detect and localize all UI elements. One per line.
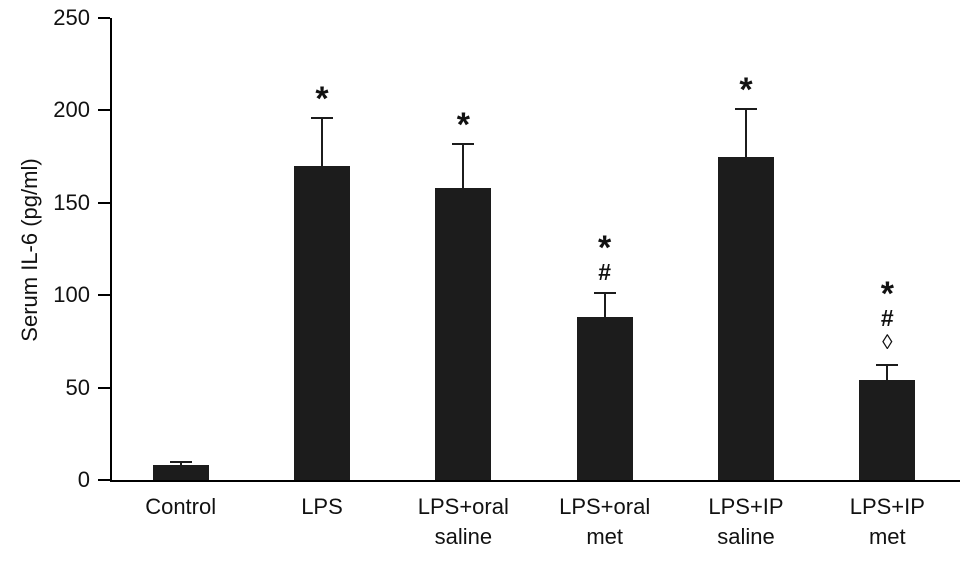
x-category-label-line: LPS [301, 494, 343, 519]
x-category-label-line: Control [145, 494, 217, 519]
plot-area [110, 18, 960, 482]
significance-marker: * # [565, 229, 645, 286]
x-category-label-line: saline [434, 524, 493, 549]
error-bar-line [603, 293, 606, 318]
bar [718, 156, 774, 480]
y-tick-mark [98, 294, 110, 297]
bar [435, 188, 492, 480]
error-bar-cap [452, 142, 475, 145]
significance-marker: * [282, 79, 362, 118]
error-bar-cap [169, 460, 192, 463]
error-bar-cap [876, 364, 899, 367]
x-category-label-line: LPS+IP [849, 494, 925, 519]
error-bar-cap [311, 116, 333, 119]
bar [152, 465, 209, 480]
y-tick-mark [98, 386, 110, 389]
bar [576, 317, 633, 480]
hash-marker: # [880, 305, 894, 332]
asterisk-marker: * [456, 105, 470, 144]
error-bar-cap [735, 107, 757, 110]
asterisk-marker: * [739, 70, 753, 109]
significance-marker: * [706, 70, 786, 109]
y-tick-mark [98, 109, 110, 112]
x-category-label-line: met [586, 524, 623, 549]
significance-marker: * # ◊ [847, 275, 927, 357]
x-category-label-line: LPS+oral [417, 494, 509, 519]
y-tick-label: 150 [53, 189, 90, 215]
x-category-label: Control [110, 492, 251, 522]
y-tick-label: 200 [53, 97, 90, 123]
error-bar-line [462, 143, 465, 188]
x-category-label-line: saline [717, 524, 775, 549]
y-tick-mark [98, 479, 110, 481]
hash-marker: # [598, 259, 612, 286]
error-bar-cap [593, 292, 616, 295]
asterisk-marker: * [315, 79, 329, 118]
y-tick-label: 50 [65, 374, 90, 400]
error-bar-line [745, 108, 747, 157]
y-tick-mark [98, 201, 110, 204]
x-category-label: LPS+oral met [534, 492, 675, 552]
asterisk-marker: * [880, 275, 894, 314]
x-category-label: LPS+IP met [817, 492, 958, 552]
x-category-label: LPS+oral saline [393, 492, 534, 552]
asterisk-marker: * [598, 229, 612, 268]
y-tick-mark [98, 17, 110, 19]
y-tick-label: 250 [53, 5, 90, 30]
bar [859, 380, 916, 480]
x-category-label-line: LPS+oral [559, 494, 651, 519]
y-axis-title: Serum IL-6 (pg/ml) [17, 158, 42, 342]
y-tick-label: 0 [77, 467, 90, 492]
x-category-label-line: LPS+IP [708, 494, 784, 519]
error-bar-line [321, 117, 323, 166]
diamond-marker: ◊ [882, 331, 893, 355]
y-tick-label: 100 [53, 282, 90, 308]
error-bar-line [179, 461, 182, 466]
significance-marker: * [423, 105, 503, 144]
x-category-label: LPS+IP saline [675, 492, 816, 552]
error-bar-line [886, 365, 889, 381]
bar [294, 165, 350, 480]
x-category-label: LPS [251, 492, 392, 522]
x-category-label-line: met [868, 524, 906, 549]
